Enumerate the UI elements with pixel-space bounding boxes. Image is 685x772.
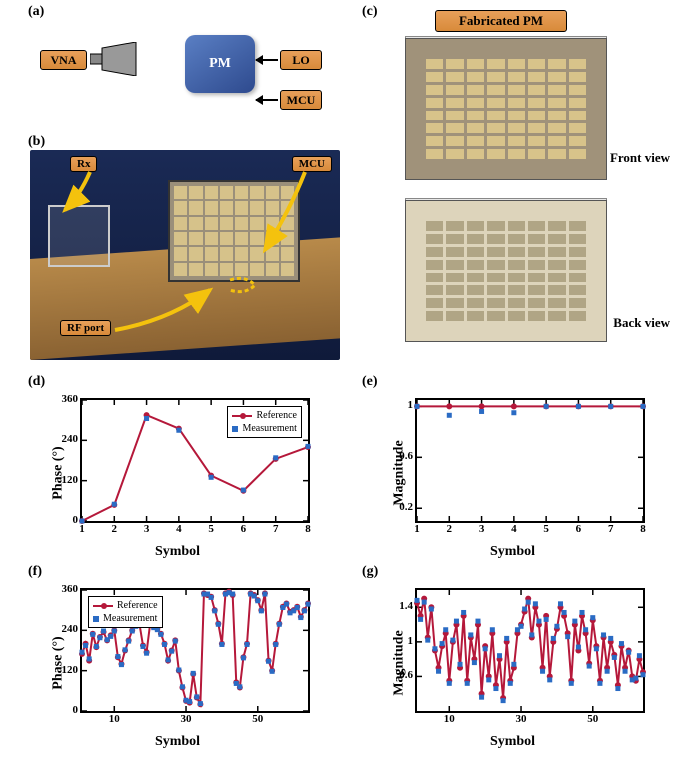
legend-meas: Measurement — [242, 422, 296, 435]
chart-f-axes: Reference Measurement 0120240360103050 — [80, 588, 310, 713]
chart-f: Phase (°) Symbol Reference Measurement 0… — [30, 578, 325, 748]
patch-array-front — [426, 59, 586, 159]
legend-ref-f: Reference — [117, 599, 158, 612]
panel-b-photo: Rx MCU RF port — [30, 150, 340, 360]
pcb-front — [405, 38, 607, 180]
pm-block: PM — [185, 35, 255, 93]
chart-e-xlabel: Symbol — [490, 544, 535, 560]
chart-g-plot — [417, 590, 643, 711]
panel-c-photos: Fabricated PM 89101112131415161718192021… — [370, 10, 660, 360]
arrow-mcu-pm — [256, 99, 278, 101]
back-view-label: Back view — [613, 315, 670, 331]
chart-e: Magnitude Symbol 0.20.6112345678 — [365, 388, 660, 558]
vna-block: VNA — [40, 50, 87, 70]
chart-f-xlabel: Symbol — [155, 734, 200, 750]
figure-root: (a) (b) (c) (d) (e) (f) (g) VNA PM LO MC… — [0, 0, 685, 772]
chart-g: Magnitude Symbol 0.611.4103050 — [365, 578, 660, 748]
yellow-arrows — [30, 150, 340, 360]
circuit-array-back — [426, 221, 586, 321]
legend-meas-f: Measurement — [103, 612, 157, 625]
front-view-label: Front view — [610, 150, 670, 166]
chart-d-legend: Reference Measurement — [227, 406, 302, 438]
legend-ref: Reference — [256, 409, 297, 422]
mcu-block: MCU — [280, 90, 322, 110]
label-a: (a) — [28, 4, 44, 20]
lo-block: LO — [280, 50, 322, 70]
chart-e-plot — [417, 400, 643, 521]
chart-e-axes: 0.20.6112345678 — [415, 398, 645, 523]
arrow-lo-pm — [256, 59, 278, 61]
horn-antenna-icon — [90, 42, 140, 76]
chart-g-xlabel: Symbol — [490, 734, 535, 750]
chart-d-axes: Reference Measurement 012024036012345678 — [80, 398, 310, 523]
chart-d: Phase (°) Symbol Reference Measurement 0… — [30, 388, 325, 558]
fabricated-pm-label: Fabricated PM — [435, 10, 567, 32]
chart-g-axes: 0.611.4103050 — [415, 588, 645, 713]
chart-f-legend: Reference Measurement — [88, 596, 163, 628]
pcb-back — [405, 200, 607, 342]
panel-a-diagram: VNA PM LO MCU — [30, 20, 340, 140]
chart-d-xlabel: Symbol — [155, 544, 200, 560]
